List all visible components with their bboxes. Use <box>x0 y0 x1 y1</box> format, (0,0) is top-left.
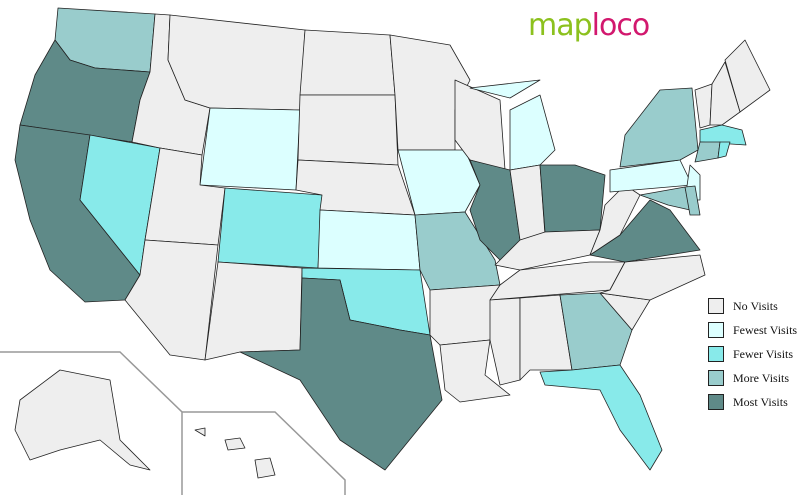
state-ak[interactable] <box>14 369 151 471</box>
state-ar[interactable] <box>429 284 501 346</box>
legend-item-fewer: Fewer Visits <box>708 342 797 366</box>
inset-divider-hawaii <box>182 411 346 495</box>
legend-swatch <box>708 322 724 338</box>
state-nh[interactable] <box>709 61 741 126</box>
state-mi[interactable] <box>469 79 556 171</box>
legend: No Visits Fewest Visits Fewer Visits Mor… <box>708 294 797 414</box>
state-hi[interactable] <box>194 427 276 479</box>
inset-divider-alaska <box>0 351 183 495</box>
legend-swatch <box>708 394 724 410</box>
state-nm[interactable] <box>204 261 303 361</box>
legend-swatch <box>708 346 724 362</box>
state-mt[interactable] <box>167 14 306 111</box>
state-oh[interactable] <box>539 164 606 233</box>
legend-swatch <box>708 370 724 386</box>
legend-item-fewest: Fewest Visits <box>708 318 797 342</box>
maploco-logo: maploco <box>528 8 650 43</box>
state-de[interactable] <box>684 185 701 216</box>
state-ia[interactable] <box>397 149 481 216</box>
legend-item-none: No Visits <box>708 294 797 318</box>
state-ri[interactable] <box>717 141 731 159</box>
state-tx[interactable] <box>239 277 443 471</box>
state-az[interactable] <box>124 239 219 361</box>
state-sd[interactable] <box>297 94 399 166</box>
state-vt[interactable] <box>694 83 713 129</box>
legend-swatch <box>708 298 724 314</box>
state-ma[interactable] <box>699 124 747 146</box>
state-wy[interactable] <box>199 107 301 191</box>
state-co[interactable] <box>217 187 323 269</box>
state-nd[interactable] <box>299 29 396 96</box>
legend-item-most: Most Visits <box>708 390 797 414</box>
legend-item-more: More Visits <box>708 366 797 390</box>
state-fl[interactable] <box>539 364 663 471</box>
state-ct[interactable] <box>694 141 721 163</box>
state-ny[interactable] <box>619 87 699 168</box>
state-ms[interactable] <box>489 297 521 386</box>
state-al[interactable] <box>519 294 573 381</box>
state-ks[interactable] <box>317 209 421 271</box>
state-ga[interactable] <box>559 292 633 371</box>
